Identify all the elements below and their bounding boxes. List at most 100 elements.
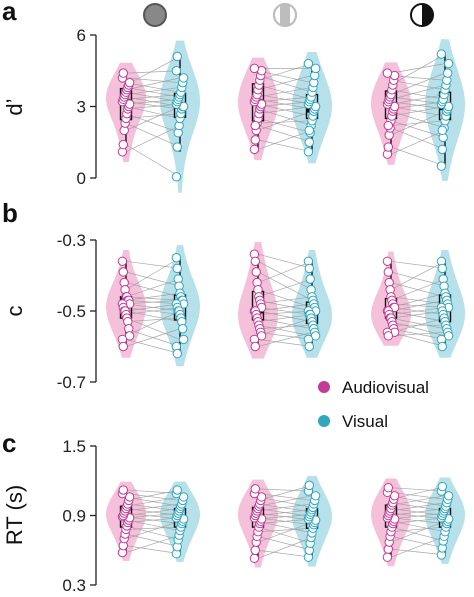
pair-line <box>125 520 181 539</box>
pair-line <box>257 495 313 507</box>
pair-line <box>390 53 446 86</box>
pair-line <box>125 303 181 312</box>
pair-line <box>390 495 446 506</box>
pair-line <box>257 84 313 100</box>
pair-line <box>257 125 313 143</box>
pair-line <box>257 271 313 301</box>
pair-line <box>125 525 181 541</box>
point-audiovisual <box>118 267 129 277</box>
point-visual <box>443 491 454 501</box>
pair-line <box>125 503 181 512</box>
violin-audiovisual <box>238 57 258 161</box>
y-tick-label: -0.5 <box>57 302 86 321</box>
pair-line <box>257 496 313 508</box>
point-audiovisual <box>249 63 260 74</box>
point-visual <box>172 348 183 359</box>
legend-item-visual: Visual <box>318 412 388 431</box>
pair-line <box>390 486 446 500</box>
pair-line <box>125 77 181 84</box>
panel-b-criterion: -0.3 -0.5 -0.7 c <box>2 231 465 392</box>
pair-line <box>257 314 313 322</box>
pair-line <box>125 91 181 103</box>
panel-letter-a: a <box>2 0 17 26</box>
pair-line <box>257 485 313 501</box>
violin-visual-inner <box>160 245 180 367</box>
point-audiovisual <box>382 552 393 562</box>
pair-line <box>257 118 313 134</box>
pair-line <box>125 519 181 531</box>
point-visual <box>304 480 314 491</box>
pair-line <box>257 108 313 126</box>
legend-swatch-visual <box>318 415 330 427</box>
group-2 <box>238 51 332 164</box>
pair-line <box>125 296 181 301</box>
pair-line <box>257 260 313 283</box>
point-audiovisual <box>251 267 261 277</box>
point-visual <box>310 63 321 74</box>
pair-line <box>390 260 446 269</box>
point-audiovisual <box>250 135 261 145</box>
pair-line <box>390 72 446 95</box>
pair-line <box>125 328 181 347</box>
pair-line <box>390 282 446 298</box>
y-axis-label: c <box>2 306 27 317</box>
pair-line <box>390 317 446 330</box>
pair-line <box>257 324 313 330</box>
pair-line <box>257 488 313 492</box>
pair-line <box>257 253 313 269</box>
point-audiovisual <box>124 77 135 88</box>
pair-line <box>390 321 446 337</box>
pair-line <box>125 113 181 134</box>
pair-line <box>257 526 313 544</box>
y-tick-label: 3 <box>77 98 86 117</box>
point-audiovisual <box>117 256 128 266</box>
point-visual <box>172 263 183 274</box>
pair-line <box>390 548 446 556</box>
point-audiovisual <box>383 120 393 131</box>
point-audiovisual <box>250 120 261 131</box>
point-visual <box>437 263 447 274</box>
y-axis-label: d’ <box>2 98 27 115</box>
pair-line <box>125 87 181 98</box>
pair-line <box>257 296 313 305</box>
point-audiovisual <box>249 144 260 155</box>
legend-swatch-audiovisual <box>318 381 330 393</box>
panel-letter-b: b <box>2 198 18 228</box>
pair-line <box>125 70 181 74</box>
pair-line <box>257 537 313 559</box>
pair-line <box>257 508 313 518</box>
point-audiovisual <box>250 256 261 266</box>
y-tick-label: 0.9 <box>62 507 86 526</box>
pair-line <box>257 549 313 558</box>
pair-line <box>257 63 313 81</box>
pair-line <box>257 103 313 117</box>
pair-line <box>257 512 313 521</box>
pair-line <box>390 94 446 105</box>
pair-line <box>125 113 181 119</box>
pair-line <box>257 260 313 291</box>
point-visual <box>437 125 447 136</box>
pair-line <box>257 289 313 308</box>
pair-line <box>257 310 313 315</box>
striped-gray-circle-icon <box>273 3 297 27</box>
panel-letter-c: c <box>2 428 16 458</box>
y-tick-label: 6 <box>77 26 86 45</box>
point-audiovisual <box>250 484 261 494</box>
point-audiovisual <box>118 139 129 150</box>
header-icons <box>143 3 434 27</box>
pair-line <box>390 526 446 533</box>
pair-line <box>125 260 181 269</box>
pair-line <box>390 120 446 138</box>
point-audiovisual <box>382 68 393 78</box>
panel-c-reaction-time: 1.5 0.9 0.3 RT (s) <box>2 437 465 595</box>
pair-line <box>257 493 313 501</box>
pair-line <box>257 520 313 534</box>
pair-line <box>257 120 313 124</box>
point-audiovisual <box>383 142 393 152</box>
violin-audiovisual <box>106 250 126 358</box>
point-audiovisual <box>118 68 129 78</box>
point-visual <box>172 485 183 495</box>
point-visual <box>172 142 183 152</box>
pair-line <box>125 278 181 298</box>
point-visual <box>304 263 314 274</box>
